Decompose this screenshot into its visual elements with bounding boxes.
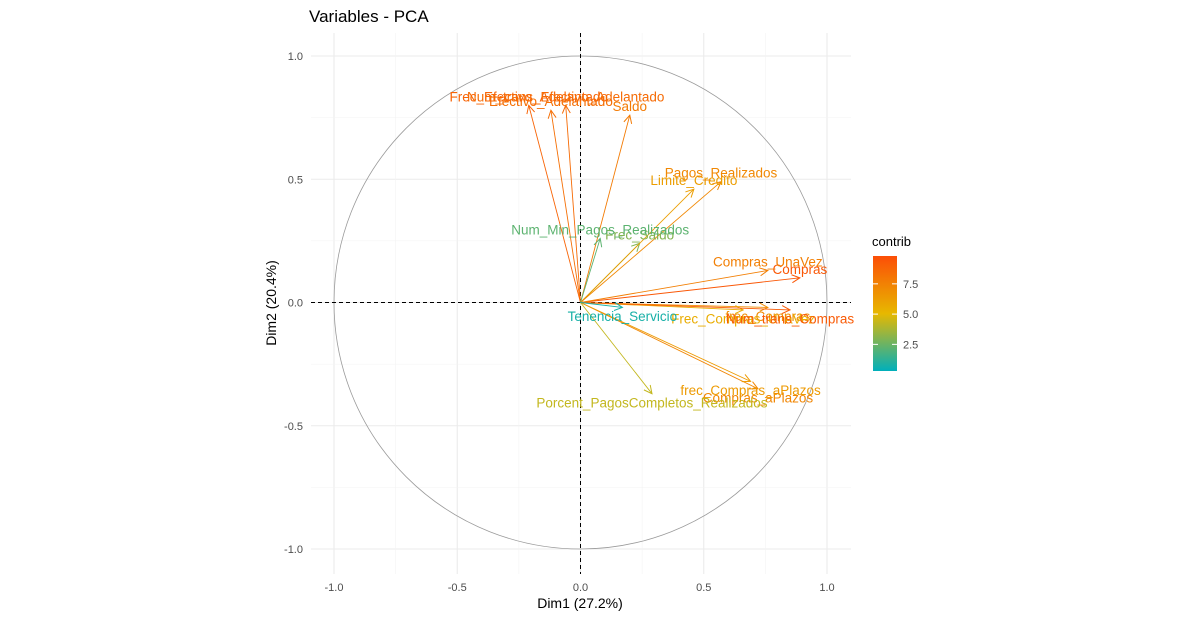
- variable-label: Frec_Saldo: [605, 227, 674, 242]
- variable-arrow: [580, 302, 758, 389]
- variable-arrow: [580, 278, 800, 303]
- x-tick-label: 0.0: [573, 582, 588, 594]
- variable-label: Num_Min_Pagos_Realizados: [511, 222, 689, 237]
- variable-label: Compras: [773, 262, 828, 277]
- variable-label: Compras_UnaVez: [713, 254, 823, 269]
- variable-label: Num_trans_Efectivo_Adelantado: [467, 89, 664, 104]
- variable-label: Frec_Efectivo_Adelantado: [450, 89, 608, 104]
- variable-label: Compras_aPlazos: [703, 390, 814, 405]
- variable-arrow: [580, 238, 601, 303]
- x-tick-label: 0.5: [696, 582, 711, 594]
- variable-label: Porcent_PagosCompletos_Realizados: [536, 395, 767, 410]
- variable-arrow: [551, 110, 581, 303]
- y-tick-label: -0.5: [284, 421, 303, 433]
- y-axis-title: Dim2 (20.4%): [263, 260, 279, 346]
- y-tick-label: -1.0: [284, 544, 303, 556]
- variable-arrow: [580, 189, 694, 303]
- variable-arrow: [580, 182, 722, 303]
- y-tick-label: 0.5: [288, 174, 303, 186]
- legend-tick-label: 7.5: [903, 279, 918, 291]
- chart-title: Variables - PCA: [309, 7, 429, 26]
- variable-arrow: [580, 302, 751, 382]
- legend-title: contrib: [872, 234, 911, 249]
- x-tick-label: 1.0: [819, 582, 834, 594]
- x-axis-title: Dim1 (27.2%): [537, 595, 623, 611]
- variable-label: Tenencia_Servicio: [568, 309, 678, 324]
- y-tick-label: 1.0: [288, 51, 303, 63]
- variable-arrows: [529, 105, 800, 393]
- variable-label: frec_Compras: [725, 309, 810, 324]
- legend-tick-label: 5.0: [903, 309, 918, 321]
- variable-label: Limite_Credito: [650, 173, 737, 188]
- y-tick-label: 0.0: [288, 298, 303, 310]
- variable-label: Efectivo_Adelantado: [489, 94, 613, 109]
- legend-colorbar: [873, 256, 897, 371]
- variable-arrow: [580, 270, 768, 303]
- variable-arrow: [580, 302, 623, 308]
- variable-label: frec_Compras_aPlazos: [680, 383, 821, 398]
- x-tick-label: -0.5: [448, 582, 467, 594]
- variable-arrow: [580, 302, 652, 394]
- variable-label: Frec_Compras_UnaVez: [671, 311, 815, 326]
- variable-arrow: [580, 115, 630, 303]
- variable-label: Saldo: [613, 99, 648, 114]
- variable-label: Pagos_Realizados: [665, 166, 778, 181]
- variable-arrow: [529, 105, 581, 303]
- x-tick-label: -1.0: [325, 582, 344, 594]
- legend: contrib 2.5 5.0 7.5: [872, 234, 918, 371]
- legend-tick-label: 2.5: [903, 339, 918, 351]
- variable-label: Num_trans_Compras: [726, 311, 855, 326]
- variable-arrow: [566, 105, 581, 303]
